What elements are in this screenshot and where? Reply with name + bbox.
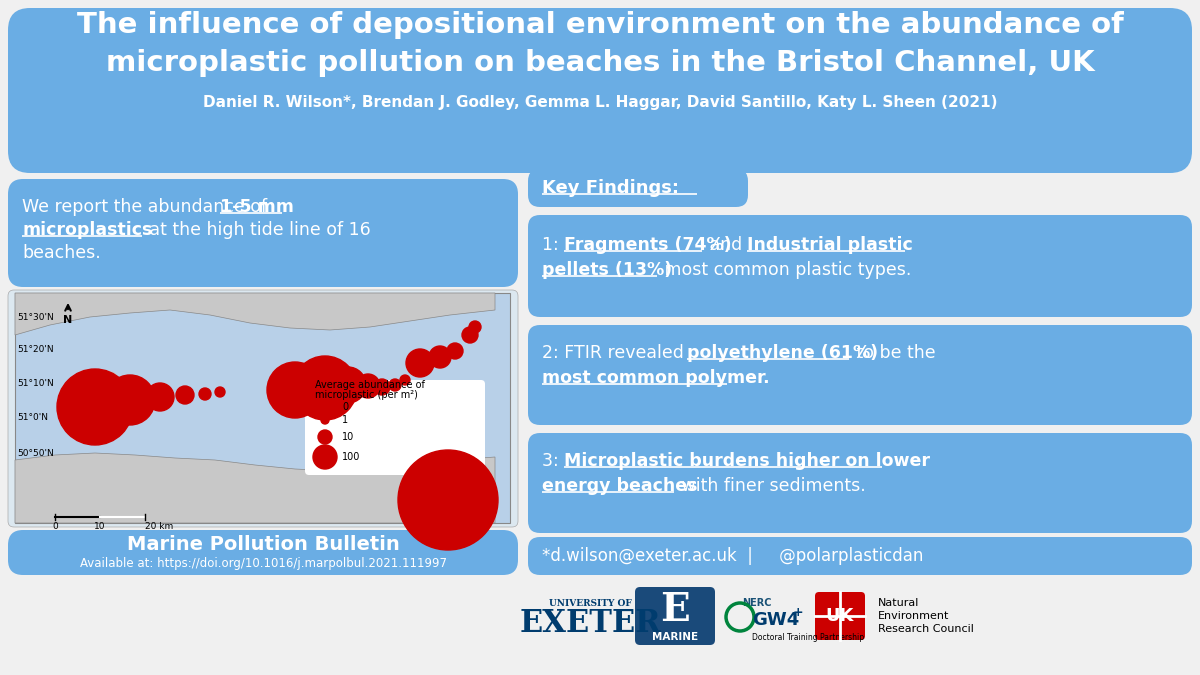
Text: 51°0'N: 51°0'N: [17, 412, 48, 421]
Text: 20 km: 20 km: [145, 522, 173, 531]
Text: 1:: 1:: [542, 236, 564, 254]
Circle shape: [374, 379, 390, 395]
Circle shape: [313, 445, 337, 469]
FancyBboxPatch shape: [528, 325, 1192, 425]
Text: GW4: GW4: [752, 611, 799, 629]
Text: 2: FTIR revealed: 2: FTIR revealed: [542, 344, 689, 362]
Text: energy beaches: energy beaches: [542, 477, 697, 495]
FancyBboxPatch shape: [305, 380, 485, 475]
Text: Key Findings:: Key Findings:: [542, 179, 679, 197]
Circle shape: [199, 388, 211, 400]
Text: UNIVERSITY OF: UNIVERSITY OF: [548, 599, 631, 608]
Text: N: N: [64, 315, 73, 325]
Circle shape: [446, 343, 463, 359]
Polygon shape: [14, 453, 496, 523]
Text: beaches.: beaches.: [22, 244, 101, 262]
FancyBboxPatch shape: [8, 290, 518, 527]
Text: 51°30'N: 51°30'N: [17, 313, 54, 321]
Circle shape: [469, 321, 481, 333]
Text: polyethylene (61%): polyethylene (61%): [686, 344, 878, 362]
FancyBboxPatch shape: [528, 433, 1192, 533]
Text: Industrial plastic: Industrial plastic: [746, 236, 913, 254]
Text: Doctoral Training Partnership: Doctoral Training Partnership: [752, 632, 864, 641]
Polygon shape: [14, 293, 496, 335]
Text: 1-5 mm: 1-5 mm: [220, 198, 294, 216]
FancyBboxPatch shape: [8, 179, 518, 287]
Text: most common plastic types.: most common plastic types.: [659, 261, 911, 279]
Text: and: and: [704, 236, 748, 254]
Text: Available at: https://doi.org/10.1016/j.marpolbul.2021.111997: Available at: https://doi.org/10.1016/j.…: [79, 556, 446, 570]
Text: 50°50'N: 50°50'N: [17, 448, 54, 458]
Text: 100: 100: [342, 452, 360, 462]
Text: The influence of depositional environment on the abundance of: The influence of depositional environmen…: [77, 11, 1123, 39]
Text: microplastic pollution on beaches in the Bristol Channel, UK: microplastic pollution on beaches in the…: [106, 49, 1094, 77]
Circle shape: [322, 416, 329, 424]
Circle shape: [266, 362, 323, 418]
FancyBboxPatch shape: [528, 537, 1192, 575]
Text: to be the: to be the: [851, 344, 936, 362]
Circle shape: [400, 375, 410, 385]
Circle shape: [389, 379, 401, 391]
Circle shape: [146, 383, 174, 411]
FancyBboxPatch shape: [815, 592, 865, 640]
Text: Fragments (74%): Fragments (74%): [564, 236, 732, 254]
Text: microplastics: microplastics: [22, 221, 152, 239]
Text: 0: 0: [52, 522, 58, 531]
Text: 51°20'N: 51°20'N: [17, 346, 54, 354]
Circle shape: [323, 404, 328, 410]
Text: EXETER: EXETER: [520, 608, 661, 639]
Circle shape: [293, 356, 358, 420]
Text: E: E: [660, 591, 690, 629]
Text: +: +: [793, 607, 804, 620]
Text: with finer sediments.: with finer sediments.: [676, 477, 865, 495]
FancyBboxPatch shape: [8, 8, 1192, 173]
Text: 51°10'N: 51°10'N: [17, 379, 54, 387]
FancyBboxPatch shape: [528, 215, 1192, 317]
Circle shape: [398, 450, 498, 550]
Text: NERC: NERC: [742, 598, 772, 608]
Text: most common polymer.: most common polymer.: [542, 369, 769, 387]
Text: MARINE: MARINE: [652, 632, 698, 642]
FancyBboxPatch shape: [528, 169, 748, 207]
Text: at the high tide line of 16: at the high tide line of 16: [144, 221, 371, 239]
Circle shape: [330, 367, 366, 403]
Circle shape: [430, 346, 451, 368]
Circle shape: [106, 375, 155, 425]
Circle shape: [462, 327, 478, 343]
Text: Average abundance of: Average abundance of: [314, 380, 425, 390]
Text: 10: 10: [342, 432, 354, 442]
Text: microplastic (per m²): microplastic (per m²): [314, 390, 418, 400]
FancyBboxPatch shape: [14, 293, 510, 523]
Circle shape: [102, 372, 118, 388]
Text: Microplastic burdens higher on lower: Microplastic burdens higher on lower: [564, 452, 930, 470]
Circle shape: [406, 349, 434, 377]
FancyBboxPatch shape: [8, 530, 518, 575]
Text: *d.wilson@exeter.ac.uk  |     @polarplasticdan: *d.wilson@exeter.ac.uk | @polarplasticda…: [542, 547, 923, 565]
Circle shape: [215, 387, 226, 397]
Circle shape: [318, 430, 332, 444]
FancyBboxPatch shape: [635, 587, 715, 645]
Text: pellets (13%): pellets (13%): [542, 261, 672, 279]
Text: Natural: Natural: [878, 598, 919, 608]
Text: Daniel R. Wilson*, Brendan J. Godley, Gemma L. Haggar, David Santillo, Katy L. S: Daniel R. Wilson*, Brendan J. Godley, Ge…: [203, 95, 997, 109]
Circle shape: [176, 386, 194, 404]
Text: We report the abundance of: We report the abundance of: [22, 198, 272, 216]
Circle shape: [58, 369, 133, 445]
Text: Research Council: Research Council: [878, 624, 974, 634]
Text: Marine Pollution Bulletin: Marine Pollution Bulletin: [127, 535, 400, 554]
Text: 1: 1: [342, 415, 348, 425]
Text: 10: 10: [95, 522, 106, 531]
Text: 3:: 3:: [542, 452, 564, 470]
Text: UK: UK: [826, 607, 854, 625]
Circle shape: [356, 374, 380, 398]
Text: 0: 0: [342, 402, 348, 412]
Text: Environment: Environment: [878, 611, 949, 621]
